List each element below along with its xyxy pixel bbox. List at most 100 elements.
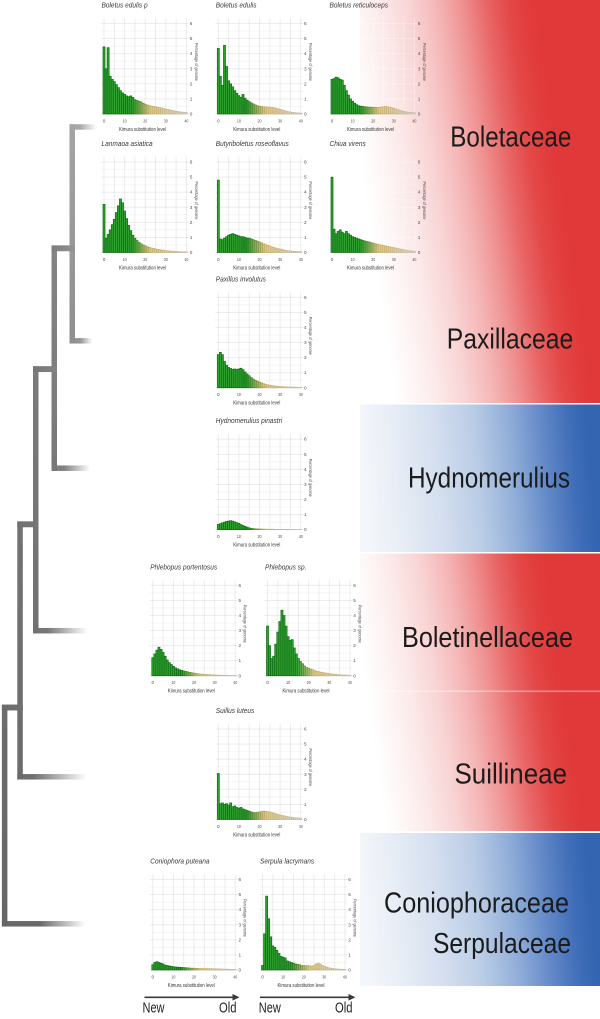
svg-text:40: 40: [184, 257, 188, 262]
svg-text:4: 4: [304, 325, 307, 330]
svg-text:6: 6: [239, 877, 242, 882]
svg-text:Phlebopus sp.: Phlebopus sp.: [265, 564, 306, 571]
svg-text:0: 0: [217, 824, 220, 829]
svg-text:40: 40: [233, 974, 237, 979]
svg-text:2: 2: [239, 643, 242, 648]
svg-text:6: 6: [353, 583, 356, 588]
svg-text:4: 4: [239, 907, 242, 912]
svg-text:Hydnomerulius: Hydnomerulius: [408, 463, 570, 495]
svg-text:0: 0: [261, 974, 264, 979]
svg-text:4: 4: [304, 757, 307, 762]
svg-text:Percentage of genome: Percentage of genome: [242, 899, 248, 937]
svg-text:Coniophora puteana: Coniophora puteana: [150, 859, 209, 866]
svg-text:30: 30: [327, 680, 331, 685]
svg-text:Percentage of genome: Percentage of genome: [421, 43, 427, 81]
svg-text:3: 3: [353, 628, 356, 633]
svg-text:Percentage of genome: Percentage of genome: [307, 182, 313, 220]
svg-text:40: 40: [299, 824, 303, 829]
svg-text:4: 4: [304, 51, 307, 56]
svg-text:6: 6: [304, 295, 307, 300]
svg-text:20: 20: [143, 118, 147, 123]
svg-text:0: 0: [217, 392, 220, 397]
svg-text:0: 0: [190, 112, 193, 117]
svg-text:5: 5: [353, 598, 356, 603]
svg-text:Suillineae: Suillineae: [455, 759, 568, 791]
svg-text:6: 6: [190, 160, 193, 165]
svg-text:0: 0: [151, 680, 154, 685]
svg-text:3: 3: [304, 772, 307, 777]
svg-text:4: 4: [304, 467, 307, 472]
svg-text:Kimura substitution level: Kimura substitution level: [233, 832, 280, 838]
svg-text:Coniophoraceae: Coniophoraceae: [384, 888, 569, 920]
svg-text:Percentage of genome: Percentage of genome: [307, 749, 313, 787]
svg-text:0: 0: [190, 250, 193, 255]
svg-text:6: 6: [418, 160, 421, 165]
svg-text:0: 0: [103, 118, 106, 123]
svg-text:40: 40: [299, 534, 303, 539]
svg-text:10: 10: [286, 680, 290, 685]
svg-text:1: 1: [239, 658, 242, 663]
svg-text:10: 10: [171, 974, 175, 979]
svg-text:3: 3: [304, 205, 307, 210]
svg-text:Percentage of genome: Percentage of genome: [307, 317, 313, 355]
svg-text:20: 20: [258, 392, 262, 397]
svg-text:Kimura substitution level: Kimura substitution level: [283, 689, 330, 695]
svg-text:0: 0: [239, 968, 242, 973]
svg-text:20: 20: [143, 257, 147, 262]
svg-text:30: 30: [164, 257, 168, 262]
svg-text:Percentage of genome: Percentage of genome: [307, 459, 313, 497]
svg-text:4: 4: [353, 613, 356, 618]
svg-text:5: 5: [348, 892, 351, 897]
svg-text:10: 10: [123, 257, 127, 262]
svg-text:3: 3: [304, 66, 307, 71]
svg-text:Percentage of genome: Percentage of genome: [242, 605, 248, 643]
svg-text:30: 30: [278, 824, 282, 829]
svg-text:4: 4: [239, 613, 242, 618]
svg-text:6: 6: [190, 21, 193, 26]
svg-text:Boletus reticuloceps: Boletus reticuloceps: [330, 3, 389, 10]
svg-text:Percentage of genome: Percentage of genome: [421, 182, 427, 220]
svg-text:1: 1: [418, 96, 421, 101]
svg-text:3: 3: [239, 628, 242, 633]
svg-text:Old: Old: [219, 1001, 237, 1017]
svg-text:40: 40: [299, 257, 303, 262]
svg-text:Serpulaceae: Serpulaceae: [433, 928, 571, 960]
svg-text:2: 2: [304, 497, 307, 502]
svg-text:5: 5: [304, 175, 307, 180]
svg-text:1: 1: [348, 952, 351, 957]
svg-text:40: 40: [348, 680, 352, 685]
svg-text:10: 10: [281, 974, 285, 979]
svg-text:Boletus edulis: Boletus edulis: [216, 3, 257, 10]
svg-text:0: 0: [304, 527, 307, 532]
svg-text:2: 2: [418, 81, 421, 86]
svg-text:2: 2: [304, 81, 307, 86]
svg-text:40: 40: [412, 118, 416, 123]
svg-text:2: 2: [190, 220, 193, 225]
svg-text:Kimura substitution level: Kimura substitution level: [168, 689, 215, 695]
svg-text:0: 0: [304, 250, 307, 255]
svg-text:Kimura substitution level: Kimura substitution level: [168, 983, 215, 989]
svg-text:0: 0: [217, 534, 220, 539]
svg-text:0: 0: [418, 250, 421, 255]
svg-text:6: 6: [239, 583, 242, 588]
svg-text:30: 30: [392, 257, 396, 262]
svg-text:Chiua virens: Chiua virens: [330, 141, 367, 148]
svg-text:0: 0: [239, 673, 242, 678]
svg-text:1: 1: [304, 96, 307, 101]
svg-text:4: 4: [190, 51, 193, 56]
svg-text:0: 0: [304, 385, 307, 390]
svg-text:3: 3: [190, 205, 193, 210]
svg-text:New: New: [259, 1001, 282, 1017]
svg-text:5: 5: [418, 36, 421, 41]
svg-text:Serpula lacrymans: Serpula lacrymans: [260, 859, 315, 866]
svg-text:Kimura substitution level: Kimura substitution level: [119, 265, 166, 271]
svg-text:40: 40: [184, 118, 188, 123]
svg-text:10: 10: [351, 257, 355, 262]
svg-text:30: 30: [213, 974, 217, 979]
svg-text:1: 1: [304, 802, 307, 807]
svg-text:3: 3: [239, 922, 242, 927]
svg-text:6: 6: [304, 160, 307, 165]
svg-text:6: 6: [304, 727, 307, 732]
svg-text:30: 30: [164, 118, 168, 123]
svg-text:2: 2: [353, 643, 356, 648]
